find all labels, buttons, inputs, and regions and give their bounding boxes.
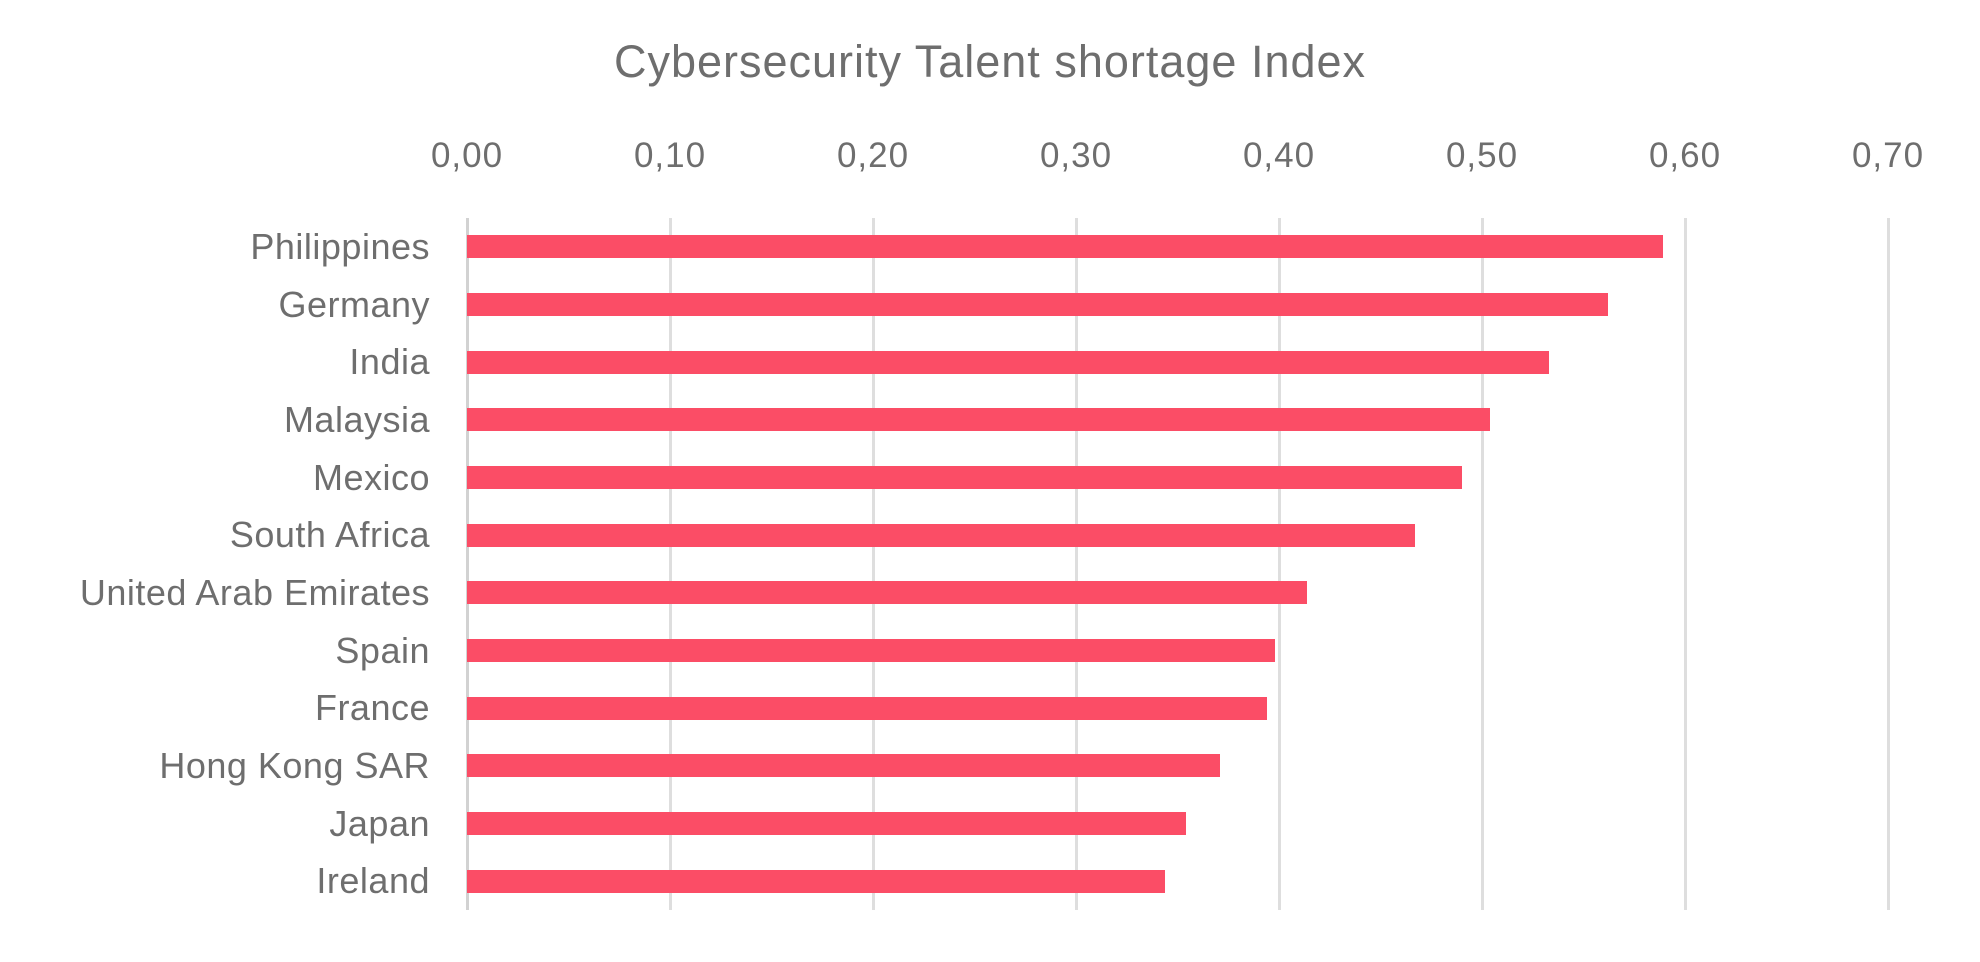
gridline — [1480, 218, 1484, 910]
gridline — [668, 218, 672, 910]
baseline-axis-line — [465, 218, 469, 910]
category-label: Mexico — [312, 456, 430, 498]
gridline — [1277, 218, 1281, 910]
chart-title: Cybersecurity Talent shortage Index — [613, 36, 1367, 87]
x-tick-label: 0,70 — [1851, 136, 1925, 175]
category-label: United Arab Emirates — [79, 571, 430, 613]
x-tick-label: 0,30 — [1039, 136, 1113, 175]
x-tick-label: 0,00 — [430, 136, 504, 175]
bar — [467, 754, 1220, 778]
gridline — [1886, 218, 1890, 910]
bar — [467, 581, 1307, 605]
bar — [467, 869, 1165, 893]
category-label: France — [314, 687, 430, 729]
bar — [467, 408, 1490, 432]
category-label: Hong Kong SAR — [159, 744, 430, 786]
category-label: Ireland — [316, 860, 430, 902]
bar — [467, 523, 1415, 547]
gridline — [1074, 218, 1078, 910]
x-tick-label: 0,40 — [1242, 136, 1316, 175]
category-label: South Africa — [229, 514, 430, 556]
bar — [467, 293, 1608, 316]
bar — [467, 696, 1267, 720]
x-tick-label: 0,60 — [1648, 136, 1722, 175]
bar — [467, 639, 1275, 662]
category-label: Japan — [329, 802, 430, 844]
category-label: India — [349, 341, 430, 383]
gridline — [871, 218, 875, 910]
category-label: Philippines — [250, 225, 430, 267]
bar — [467, 812, 1186, 835]
x-tick-label: 0,10 — [633, 136, 707, 175]
category-label: Spain — [335, 629, 430, 671]
category-label: Malaysia — [283, 398, 430, 440]
bar — [467, 350, 1549, 374]
x-tick-label: 0,50 — [1445, 136, 1519, 175]
bar — [467, 235, 1663, 259]
gridline — [1683, 218, 1687, 910]
x-tick-label: 0,20 — [836, 136, 910, 175]
category-label: Germany — [278, 283, 430, 325]
bar — [467, 466, 1462, 489]
